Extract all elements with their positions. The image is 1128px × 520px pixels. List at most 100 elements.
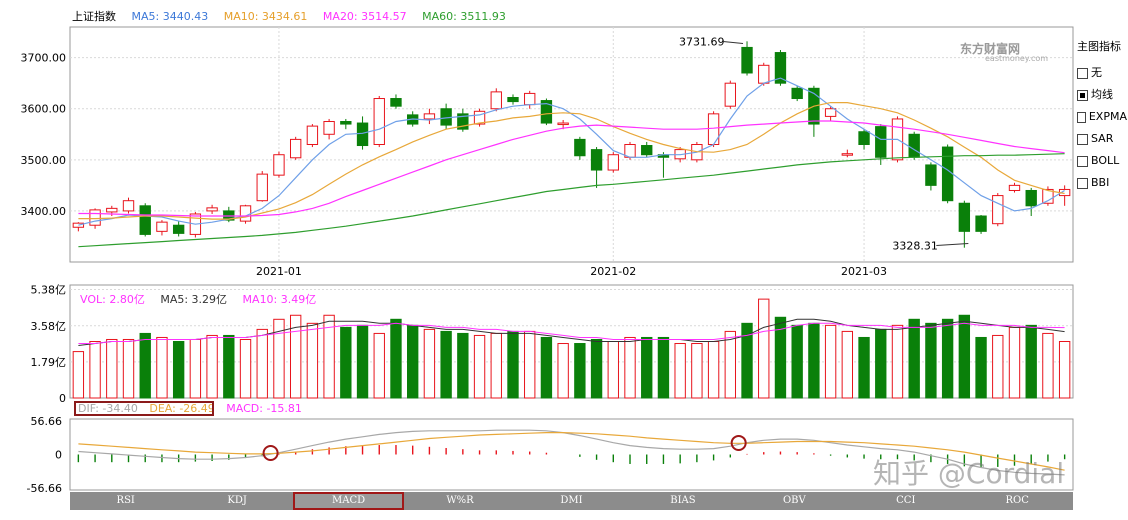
candle-down bbox=[741, 46, 753, 74]
tab-roc[interactable]: ROC bbox=[1005, 495, 1029, 506]
volume-legend: VOL: 2.80亿 MA5: 3.29亿 MA10: 3.49亿 bbox=[80, 291, 328, 307]
checkbox-icon[interactable] bbox=[1077, 177, 1088, 189]
indicator-option-none[interactable]: 无 bbox=[1077, 62, 1127, 84]
volume-tick-label: 0 bbox=[59, 392, 66, 405]
volume-bar-down bbox=[657, 336, 670, 399]
volume-bar-up bbox=[1058, 341, 1071, 399]
candle-down bbox=[791, 87, 803, 100]
candle-up bbox=[106, 207, 118, 213]
macd-tick-label: -56.66 bbox=[27, 482, 62, 495]
macd-legend: DIF: -34.40 DEA: -26.49 MACD: -15.81 bbox=[78, 402, 314, 415]
main-legend: 上证指数 MA5: 3440.43 MA10: 3434.61 MA20: 35… bbox=[72, 8, 518, 24]
indicator-option-label: 无 bbox=[1091, 66, 1102, 79]
candle-up bbox=[841, 153, 854, 156]
candle-up bbox=[206, 207, 218, 212]
candle-up bbox=[289, 138, 302, 159]
volume-bar-up bbox=[189, 338, 202, 399]
volume-bar-down bbox=[741, 322, 753, 399]
volume-bar-down bbox=[407, 324, 419, 399]
indicator-option-label: BBI bbox=[1091, 176, 1110, 189]
volume-bar-up bbox=[758, 298, 770, 399]
candle-down bbox=[641, 145, 653, 156]
tab-bias[interactable]: BIAS bbox=[670, 495, 696, 506]
indicator-option-bbi[interactable]: BBI bbox=[1077, 172, 1127, 194]
candle-up bbox=[423, 113, 436, 120]
candle-up bbox=[473, 110, 486, 125]
volume-bar-down bbox=[1025, 324, 1037, 399]
indicator-panel-title: 主图指标 bbox=[1077, 40, 1121, 53]
volume-bar-down bbox=[791, 324, 803, 399]
legend-vol-ma10: MA10: 3.49亿 bbox=[242, 293, 317, 306]
volume-bar-down bbox=[858, 336, 870, 399]
volume-bar-down bbox=[356, 324, 369, 399]
volume-bar-down bbox=[457, 332, 469, 399]
volume-bar-down bbox=[808, 322, 820, 399]
volume-bar-up bbox=[841, 330, 854, 399]
volume-bar-up bbox=[992, 334, 1004, 399]
candle-down bbox=[975, 215, 987, 232]
volume-panel-frame bbox=[69, 284, 1074, 399]
volume-bar-up bbox=[724, 330, 736, 399]
checkbox-icon[interactable] bbox=[1077, 133, 1088, 145]
indicator-option-ma[interactable]: 均线 bbox=[1077, 84, 1127, 106]
golden-cross-marker bbox=[262, 445, 279, 462]
volume-bar-up bbox=[289, 314, 302, 399]
indicator-option-expma[interactable]: EXPMA bbox=[1077, 106, 1127, 128]
macd-line-dif bbox=[78, 429, 1065, 476]
checkbox-icon[interactable] bbox=[1077, 155, 1088, 167]
candle-down bbox=[925, 164, 937, 186]
candle-up bbox=[1008, 184, 1021, 191]
volume-bar-up bbox=[1042, 332, 1054, 399]
volume-bar-down bbox=[440, 330, 452, 399]
indicator-option-sar[interactable]: SAR bbox=[1077, 128, 1127, 150]
price-tick-label: 3400.00 bbox=[21, 205, 67, 218]
candle-down bbox=[590, 149, 603, 171]
golden-cross-marker bbox=[730, 434, 747, 451]
checkbox-icon[interactable] bbox=[1077, 67, 1088, 79]
tab-macd[interactable]: MACD bbox=[292, 492, 405, 510]
volume-bar-up bbox=[691, 343, 703, 399]
tab-kdj[interactable]: KDJ bbox=[227, 495, 247, 506]
candle-down bbox=[457, 113, 469, 130]
volume-bar-up bbox=[824, 324, 837, 399]
volume-bar-up bbox=[306, 322, 319, 399]
high-annotation-arrow bbox=[722, 40, 744, 44]
volume-bar-down bbox=[774, 316, 787, 399]
indicator-option-boll[interactable]: BOLL bbox=[1077, 150, 1127, 172]
checkbox-checked-icon[interactable] bbox=[1077, 89, 1088, 101]
candle-down bbox=[540, 100, 553, 124]
tab-rsi[interactable]: RSI bbox=[116, 495, 135, 506]
tab-cci[interactable]: CCI bbox=[896, 495, 916, 506]
legend-ma10: MA10: 3434.61 bbox=[223, 10, 308, 23]
candle-up bbox=[758, 64, 770, 84]
candle-up bbox=[607, 154, 619, 171]
tab-obv[interactable]: OBV bbox=[782, 495, 806, 506]
candle-down bbox=[390, 98, 402, 107]
candle-up bbox=[373, 98, 385, 145]
volume-bar-up bbox=[256, 328, 268, 399]
checkbox-icon[interactable] bbox=[1077, 111, 1086, 123]
candle-down bbox=[574, 138, 586, 157]
volume-bar-down bbox=[139, 332, 151, 399]
volume-bar-up bbox=[156, 336, 168, 399]
ma-line-ma5 bbox=[78, 77, 1065, 226]
volume-bar-up bbox=[624, 336, 636, 399]
volume-bar-up bbox=[891, 324, 904, 399]
tab-dmi[interactable]: DMI bbox=[560, 495, 583, 506]
volume-bar-up bbox=[122, 338, 135, 399]
volume-bar-down bbox=[340, 326, 352, 399]
ma-line-ma20 bbox=[78, 120, 1065, 217]
candle-down bbox=[858, 131, 870, 145]
volume-bar-up bbox=[473, 334, 486, 399]
tab-wr[interactable]: W%R bbox=[446, 495, 474, 506]
candle-up bbox=[1042, 188, 1054, 204]
candle-down bbox=[774, 52, 787, 84]
volume-tick-label: 1.79亿 bbox=[31, 356, 67, 369]
indicator-option-label: EXPMA bbox=[1088, 110, 1127, 123]
macd-line-dea bbox=[78, 432, 1065, 471]
volume-bar-up bbox=[1008, 326, 1021, 399]
price-tick-label: 3500.00 bbox=[21, 154, 67, 167]
volume-bar-down bbox=[941, 318, 954, 399]
indicator-panel: 主图指标 无 均线 EXPMA SAR BOLL BBI bbox=[1077, 38, 1127, 194]
